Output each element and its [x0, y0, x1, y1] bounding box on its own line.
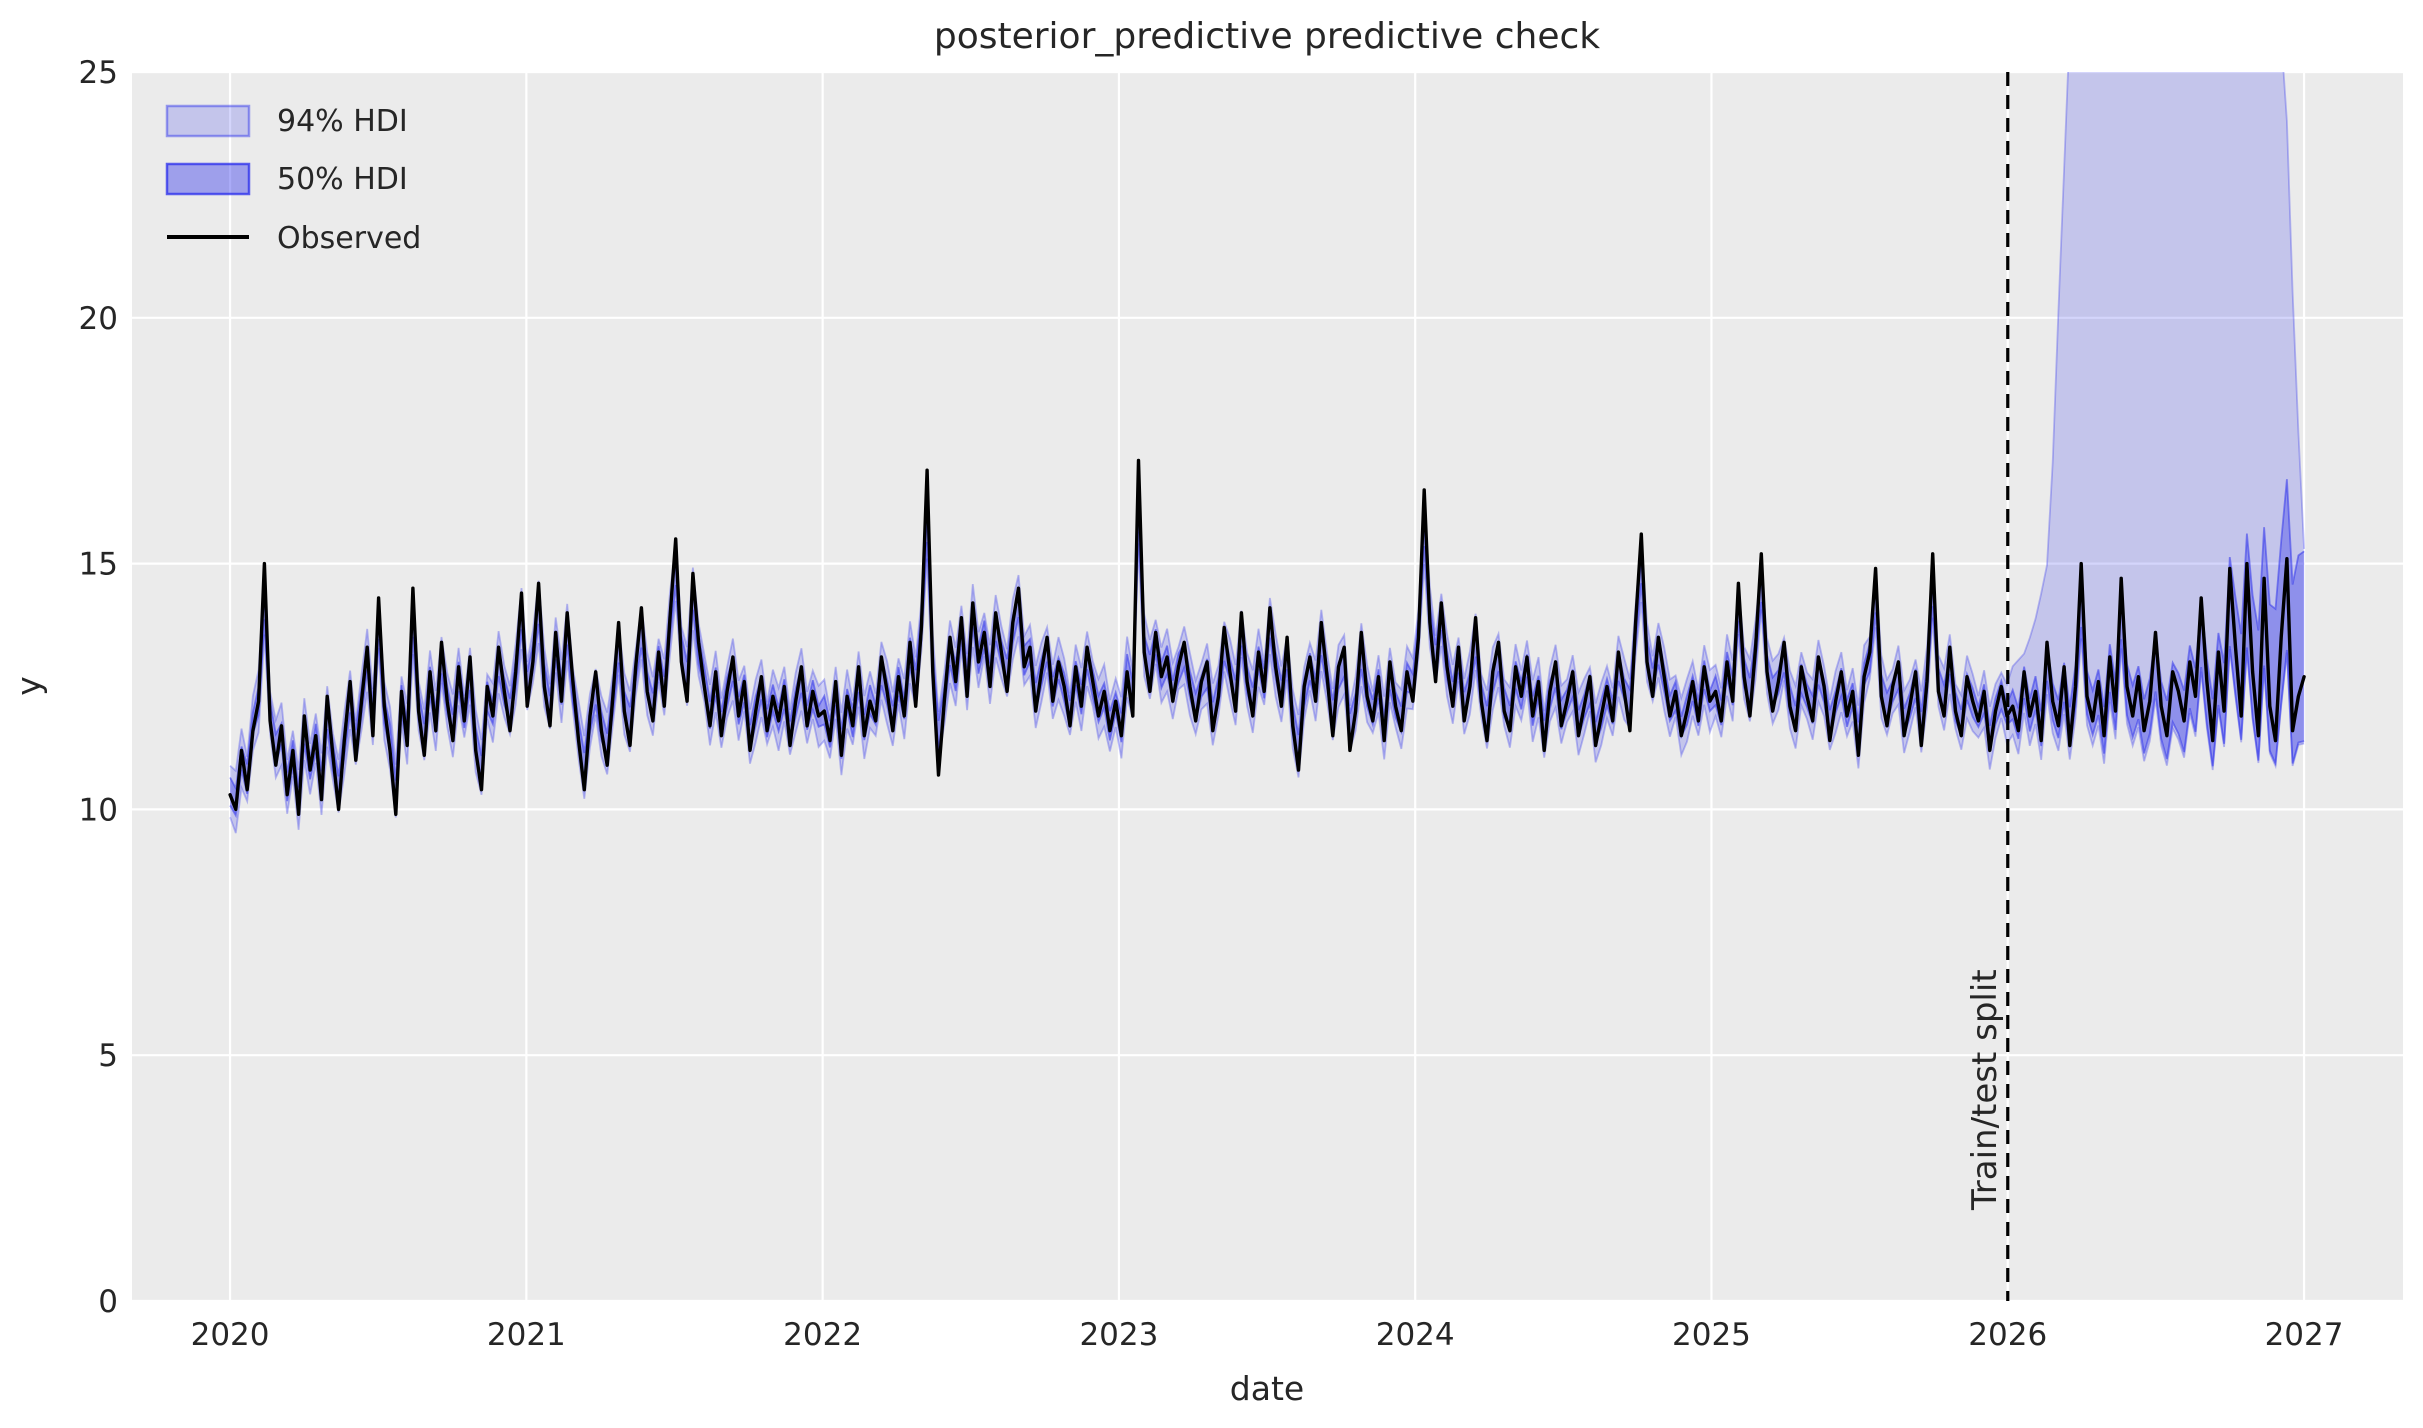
x-tick-label-2023: 2023 — [1079, 1317, 1158, 1353]
y-tick-label-25: 25 — [79, 55, 118, 91]
y-tick-label-15: 15 — [79, 547, 118, 583]
x-tick-label-2021: 2021 — [487, 1317, 566, 1353]
x-tick-label-2024: 2024 — [1376, 1317, 1455, 1353]
y-axis-label: y — [9, 676, 48, 696]
x-axis-label: date — [1230, 1369, 1304, 1408]
legend-label-94-hdi: 94% HDI — [277, 104, 408, 139]
legend: 94% HDI 50% HDI Observed — [165, 104, 421, 256]
grid-layer — [132, 70, 2403, 1303]
chart-title: posterior_predictive predictive check — [934, 16, 1600, 57]
y-tick-label-10: 10 — [79, 792, 118, 828]
x-tick-label-2026: 2026 — [1968, 1317, 2047, 1353]
tick-label-layer: 2020 2021 2022 2023 2024 2025 2026 202705101520… — [79, 55, 2344, 1353]
legend-swatch-94-hdi — [165, 104, 251, 138]
y-tick-label-0: 0 — [98, 1284, 118, 1320]
y-tick-label-5: 5 — [98, 1038, 118, 1074]
series-layer — [228, 458, 2306, 816]
x-tick-label-2020: 2020 — [191, 1317, 270, 1353]
legend-label-50-hdi: 50% HDI — [277, 162, 408, 197]
observed-line — [228, 458, 2306, 816]
y-tick-label-20: 20 — [79, 301, 118, 337]
x-tick-label-2027: 2027 — [2265, 1317, 2344, 1353]
x-tick-label-2022: 2022 — [783, 1317, 862, 1353]
legend-swatch-50-hdi — [165, 162, 251, 196]
x-tick-label-2025: 2025 — [1672, 1317, 1751, 1353]
legend-label-observed: Observed — [277, 221, 421, 256]
hdi-94-band-lower-edge — [229, 543, 2305, 834]
train-test-split-label: Train/test split — [1965, 969, 2005, 1211]
hdi-94-band — [230, 72, 2305, 834]
